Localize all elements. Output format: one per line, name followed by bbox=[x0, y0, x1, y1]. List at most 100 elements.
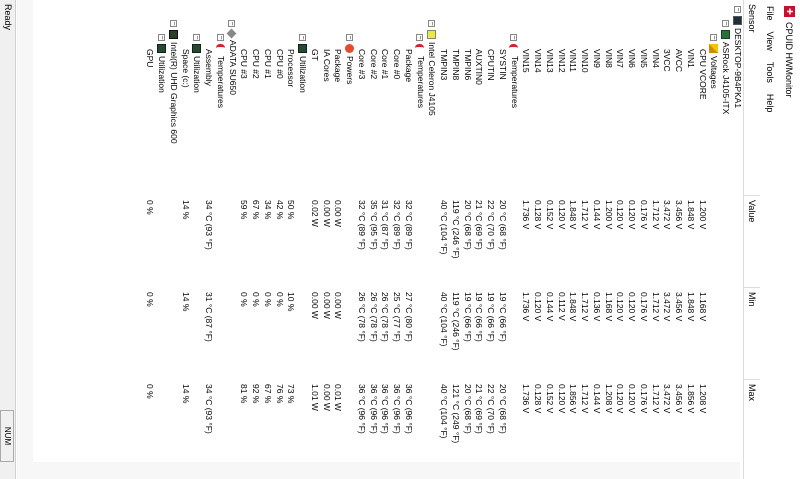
sensor-row[interactable]: VIN5 0.176 V 0.176 V 0.176 V bbox=[637, 0, 649, 479]
menu-tools[interactable]: Tools bbox=[765, 61, 775, 83]
min-cell: 19 °C (66 °F) bbox=[486, 292, 497, 342]
value-cell: 1.736 V bbox=[521, 200, 532, 230]
collapse-toggle-icon[interactable]: − bbox=[428, 20, 436, 27]
sensor-row[interactable]: AVCC 3.456 V 3.456 V 3.456 V bbox=[673, 0, 685, 479]
max-cell: 0 % bbox=[145, 384, 156, 399]
sensor-row[interactable]: VIN1 1.848 V 1.848 V 1.856 V bbox=[684, 0, 696, 479]
column-header-max[interactable]: Max bbox=[747, 384, 757, 402]
collapse-toggle-icon[interactable]: − bbox=[157, 34, 165, 41]
sensor-row[interactable]: VIN12 0.120 V 0.112 V 0.120 V bbox=[555, 0, 567, 479]
sensor-row[interactable]: Core #1 31 °C (87 °F) 26 °C (78 °F) 36 °C (… bbox=[379, 0, 391, 479]
sensor-row[interactable]: TMPIN8 119 °C (246 °F) 119 °C (246 °F) 121 … bbox=[449, 0, 461, 479]
sensor-row[interactable]: CPU #2 67 % 0 % 92 % bbox=[250, 0, 261, 479]
sensor-row[interactable]: AUXTIN0 21 °C (69 °F) 19 °C (66 °F) 21 °C (… bbox=[473, 0, 485, 479]
sensor-row[interactable]: VIN8 1.200 V 1.168 V 1.208 V bbox=[602, 0, 614, 479]
vertical-scrollbar[interactable] bbox=[17, 462, 740, 479]
tree-node-row[interactable]: − Temperatures bbox=[214, 0, 226, 479]
sensor-row[interactable]: VIN6 0.120 V 0.120 V 0.120 V bbox=[626, 0, 637, 479]
sensor-row[interactable]: VIN11 1.848 V 1.848 V 1.856 V bbox=[567, 0, 579, 479]
column-header-sensor[interactable]: Sensor bbox=[744, 0, 760, 196]
sensor-row[interactable]: VIN13 0.152 V 0.144 V 0.152 V bbox=[543, 0, 555, 479]
column-header-value[interactable]: Value bbox=[744, 196, 760, 288]
sensor-row[interactable]: CPUTIN 22 °C (70 °F) 19 °C (66 °F) 22 °C (7… bbox=[485, 0, 497, 479]
menu-help[interactable]: Help bbox=[765, 93, 775, 113]
collapse-toggle-icon[interactable]: − bbox=[710, 34, 718, 41]
sensor-row[interactable]: Package 0.00 W 0.00 W 0.01 W bbox=[332, 0, 344, 479]
sensor-row[interactable]: SYSTIN 20 °C (68 °F) 19 °C (66 °F) 20 °C (6… bbox=[496, 0, 508, 479]
sensor-row[interactable]: Space (c:) 14 % 14 % 14 % bbox=[179, 0, 191, 479]
sensor-name-cell: Space (c:) bbox=[179, 49, 191, 88]
sensor-row[interactable]: VIN4 1.712 V 1.712 V 1.712 V bbox=[649, 0, 661, 479]
tree-node-row[interactable]: − ADATA SU650 bbox=[226, 0, 238, 479]
min-cell: 1.848 V bbox=[686, 292, 696, 322]
tree-node-row[interactable]: − Utilization bbox=[156, 0, 167, 479]
horizontal-scrollbar[interactable] bbox=[17, 0, 33, 462]
sensor-label: AUXTIN0 bbox=[474, 49, 485, 85]
sensor-name-cell: CPUTIN bbox=[485, 49, 497, 81]
tree-node-row[interactable]: − Voltages bbox=[708, 0, 720, 479]
collapse-toggle-icon[interactable]: − bbox=[733, 6, 741, 13]
column-header-min[interactable]: Min bbox=[744, 288, 760, 380]
tree-node-row[interactable]: − Temperatures bbox=[414, 0, 426, 479]
max-cell: 3.456 V bbox=[674, 384, 685, 414]
max-cell: 67 % bbox=[263, 384, 273, 404]
tree-node-row[interactable]: − Intel Celeron J4105 bbox=[426, 0, 438, 479]
sensor-row[interactable]: CPU VCORE 1.200 V 1.168 V 1.208 V bbox=[696, 0, 708, 479]
menu-bar: File View Tools Help bbox=[761, 0, 779, 479]
collapse-toggle-icon[interactable]: − bbox=[193, 34, 201, 41]
sensor-name-cell: VIN10 bbox=[579, 49, 590, 73]
sensor-name-cell: VIN11 bbox=[567, 49, 579, 72]
sensor-row[interactable]: VIN10 1.712 V 1.712 V 1.712 V bbox=[579, 0, 590, 479]
value-cell: 34 % bbox=[263, 200, 273, 220]
collapse-toggle-icon[interactable]: − bbox=[228, 20, 236, 27]
collapse-toggle-icon[interactable]: − bbox=[510, 34, 518, 41]
sensor-row[interactable]: Processor 50 % 10 % 73 % bbox=[285, 0, 297, 479]
sensor-label: CPUTIN bbox=[486, 49, 497, 81]
sensor-row[interactable]: Core #2 35 °C (95 °F) 26 °C (78 °F) 36 °C (… bbox=[367, 0, 379, 479]
collapse-toggle-icon[interactable]: − bbox=[216, 34, 224, 41]
menu-view[interactable]: View bbox=[765, 31, 775, 51]
sensor-row[interactable]: IA Cores 0.00 W 0.00 W 0.00 W bbox=[320, 0, 332, 479]
tree-node-row[interactable]: − Temperatures bbox=[508, 0, 520, 479]
sensor-row[interactable]: GPU 0 % 0 % 0 % bbox=[144, 0, 156, 479]
sensor-row[interactable]: Core #0 32 °C (89 °F) 25 °C (77 °F) 36 °C (… bbox=[391, 0, 402, 479]
collapse-toggle-icon[interactable]: − bbox=[721, 20, 729, 27]
sensor-row[interactable]: VIN9 0.144 V 0.136 V 0.144 V bbox=[590, 0, 602, 479]
max-cell: 36 °C (96 °F) bbox=[357, 384, 367, 434]
sensor-row[interactable]: 3VCC 3.472 V 3.472 V 3.472 V bbox=[661, 0, 673, 479]
sensor-row[interactable]: VIN14 0.128 V 0.120 V 0.128 V bbox=[532, 0, 543, 479]
collapse-toggle-icon[interactable]: − bbox=[298, 34, 306, 41]
tree-node-row[interactable]: − Powers bbox=[344, 0, 355, 479]
min-cell: 0.00 W bbox=[310, 292, 320, 319]
value-cell: 42 % bbox=[274, 200, 285, 220]
tree-node-row[interactable]: − Utilization bbox=[191, 0, 203, 479]
min-cell: 0 % bbox=[263, 292, 273, 307]
sensor-row[interactable]: TMPIN6 20 °C (68 °F) 19 °C (66 °F) 20 °C (6… bbox=[461, 0, 473, 479]
menu-file[interactable]: File bbox=[765, 6, 775, 21]
sensor-label: Package bbox=[333, 49, 344, 83]
tree-node-row[interactable]: − ASRock J4105-ITX bbox=[720, 0, 731, 479]
tree-node-row[interactable]: − Intel(R) UHD Graphics 600 bbox=[167, 0, 179, 479]
tree-node-row[interactable]: − DESKTOP-9B4PKA1 bbox=[731, 0, 743, 479]
sensor-label: Utilization bbox=[298, 56, 309, 93]
collapse-toggle-icon[interactable]: − bbox=[169, 20, 177, 27]
collapse-toggle-icon[interactable]: − bbox=[345, 34, 353, 41]
collapse-toggle-icon[interactable]: − bbox=[416, 34, 424, 41]
min-cell: 0 % bbox=[274, 292, 285, 307]
sensor-row[interactable]: VIN15 1.736 V 1.736 V 1.736 V bbox=[520, 0, 532, 479]
sensor-row[interactable]: CPU #1 34 % 0 % 67 % bbox=[261, 0, 273, 479]
sensor-row[interactable]: Assembly 34 °C (93 °F) 31 °C (87 °F) 34 °C … bbox=[203, 0, 215, 479]
sensor-row[interactable]: CPU #3 59 % 0 % 81 % bbox=[238, 0, 250, 479]
sensor-row[interactable]: TMPIN3 40 °C (104 °F) 40 °C (104 °F) 40 °C … bbox=[438, 0, 449, 479]
sensor-name-cell: VIN13 bbox=[543, 49, 555, 73]
sensor-row[interactable]: Core #3 32 °C (89 °F) 26 °C (78 °F) 36 °C (… bbox=[355, 0, 367, 479]
min-cell: 0.144 V bbox=[545, 292, 555, 322]
sensor-label: Assembly bbox=[204, 49, 215, 86]
min-cell: 0.136 V bbox=[592, 292, 602, 322]
tree-node-row[interactable]: − Utilization bbox=[297, 0, 309, 479]
sensor-row[interactable]: Package 32 °C (89 °F) 27 °C (80 °F) 36 °C (… bbox=[402, 0, 414, 479]
sensor-row[interactable]: CPU #0 42 % 0 % 76 % bbox=[273, 0, 285, 479]
sensor-row[interactable]: GT 0.02 W 0.00 W 1.01 W bbox=[308, 0, 320, 479]
sensor-label: GPU bbox=[145, 49, 156, 68]
sensor-row[interactable]: VIN7 0.120 V 0.120 V 0.120 V bbox=[614, 0, 626, 479]
